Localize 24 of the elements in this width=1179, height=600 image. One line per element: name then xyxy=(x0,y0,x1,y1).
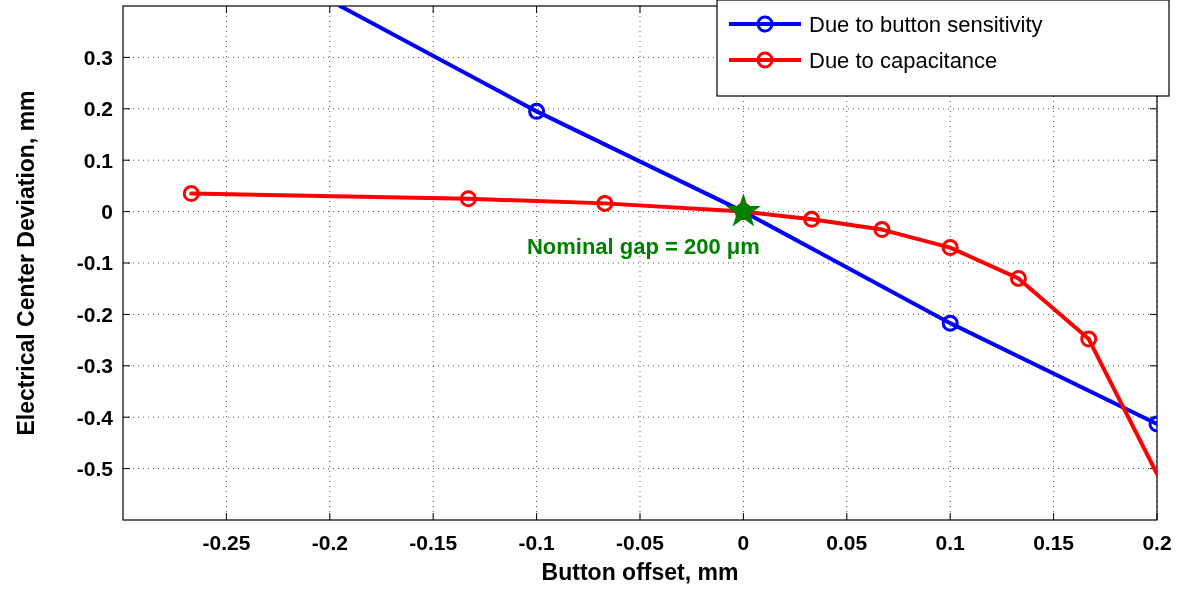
y-tick-label: -0.2 xyxy=(76,302,113,326)
x-tick-label: -0.15 xyxy=(409,531,458,554)
x-tick-label: -0.25 xyxy=(202,531,251,554)
legend-label: Due to button sensitivity xyxy=(809,11,1043,37)
y-tick-label: -0.1 xyxy=(76,251,114,275)
y-tick-label: 0 xyxy=(101,199,113,223)
x-tick-label: -0.05 xyxy=(616,531,665,554)
legend-label: Due to capacitance xyxy=(809,47,998,73)
y-tick-label: -0.3 xyxy=(76,354,113,378)
x-tick-label: 0.2 xyxy=(1142,531,1172,554)
y-tick-label: -0.5 xyxy=(76,456,114,480)
x-tick-label: 0.1 xyxy=(935,531,966,554)
y-tick-label: 0.1 xyxy=(83,148,114,172)
x-tick-label: 0 xyxy=(737,531,750,554)
y-tick-label: 0.3 xyxy=(83,45,113,69)
x-tick-label: 0.15 xyxy=(1033,531,1075,554)
x-tick-label: -0.1 xyxy=(518,531,556,554)
x-tick-label: -0.2 xyxy=(311,531,348,554)
y-axis-title: Electrical Center Deviation, mm xyxy=(13,90,39,436)
x-axis-title: Button offset, mm xyxy=(541,559,739,585)
y-tick-label: -0.4 xyxy=(76,405,114,429)
y-tick-label: 0.2 xyxy=(83,97,113,121)
annotation: Nominal gap = 200 μm xyxy=(526,233,760,259)
x-tick-label: 0.05 xyxy=(826,531,868,554)
